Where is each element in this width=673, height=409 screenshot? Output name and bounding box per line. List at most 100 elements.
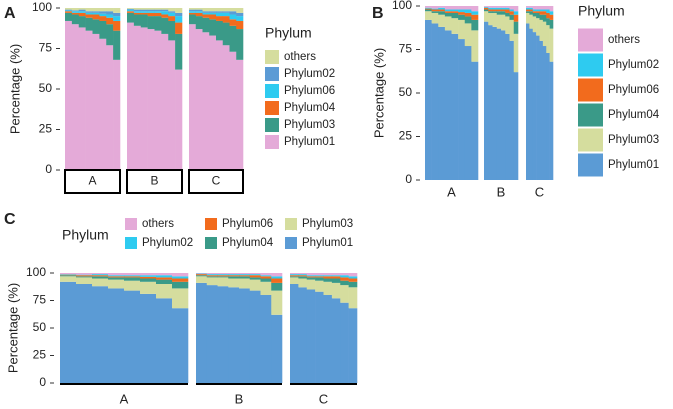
legend-label: others (284, 51, 316, 63)
bar-segment (526, 12, 530, 24)
bar-segment (331, 282, 341, 299)
bar-segment (532, 11, 537, 13)
bar-segment (539, 9, 544, 12)
bar-segment (298, 287, 308, 383)
bar-segment (323, 295, 333, 383)
bar-segment (71, 8, 80, 11)
bar-segment (228, 275, 240, 277)
bar-segment (76, 274, 93, 276)
bar-segment (484, 9, 489, 12)
legend-swatch (265, 118, 279, 132)
bar-segment (140, 281, 157, 294)
bar-segment (92, 14, 100, 20)
bar-segment (175, 33, 183, 70)
bar-segment (236, 29, 244, 60)
bar-segment (154, 9, 162, 12)
facet-label: B (497, 184, 506, 199)
bar-segment (323, 273, 333, 276)
bar-segment (168, 16, 176, 21)
y-tick-label: 50 (33, 320, 47, 334)
bar-segment (76, 276, 93, 278)
bar-segment (133, 25, 142, 170)
bar-segment (529, 11, 534, 15)
bar-segment (501, 7, 506, 10)
legend-title: Phylum (62, 227, 109, 243)
bar-segment (147, 16, 155, 30)
bar-segment (471, 30, 479, 62)
legend-swatch (578, 78, 603, 102)
legend-label: Phylum06 (608, 84, 659, 96)
facet-label: B (150, 174, 158, 188)
bar-segment (458, 6, 466, 10)
bar-segment (106, 45, 114, 171)
bar-segment (471, 6, 479, 12)
legend-title: Phylum (578, 3, 625, 19)
legend-swatch (285, 218, 297, 230)
bar-segment (172, 281, 189, 289)
facet-label: C (212, 174, 221, 188)
bar-segment (444, 16, 452, 31)
facet-label: B (235, 391, 244, 406)
bar-segment (65, 8, 73, 10)
bar-segment (140, 273, 157, 276)
bar-segment (78, 11, 86, 13)
bar-segment (536, 35, 540, 180)
bar-segment (249, 274, 261, 276)
bar-segment (471, 11, 479, 15)
bar-segment (172, 308, 189, 383)
bar-segment (209, 19, 217, 36)
bar-segment (108, 276, 125, 278)
bar-segment (290, 284, 299, 383)
bar-segment (85, 14, 93, 18)
y-axis-label: Percentage (%) (7, 44, 22, 134)
bar-segment (236, 59, 244, 171)
bar-segment (471, 61, 479, 180)
bar-segment (99, 38, 107, 170)
bar-segment (451, 11, 459, 13)
bar-segment (315, 280, 324, 292)
bar-segment (209, 12, 217, 15)
bar-segment (85, 30, 93, 171)
bar-segment (127, 9, 135, 12)
bar-segment (323, 275, 333, 277)
bar-segment (323, 281, 333, 295)
y-axis-label: Percentage (%) (5, 283, 20, 373)
bar-segment (196, 273, 208, 274)
bar-segment (124, 280, 141, 291)
bar-segment (451, 9, 459, 12)
bar-segment (217, 275, 229, 277)
bar-segment (425, 7, 432, 9)
bar-segment (85, 11, 93, 13)
legend-swatch (125, 218, 137, 230)
bar-segment (189, 11, 197, 13)
bar-segment (206, 277, 218, 286)
bar-segment (464, 23, 472, 47)
bar-segment (425, 11, 432, 20)
bar-segment (202, 14, 210, 18)
bar-segment (239, 274, 251, 276)
bar-segment (106, 11, 114, 15)
bar-segment (99, 16, 107, 21)
bar-segment (206, 275, 218, 277)
bar-segment (78, 9, 86, 12)
bar-segment (228, 278, 240, 288)
bar-segment (108, 279, 125, 289)
bar-segment (438, 11, 446, 15)
bar-segment (290, 275, 299, 277)
bar-segment (505, 33, 510, 181)
legend-label: Phylum04 (284, 102, 336, 114)
bar-segment (154, 30, 162, 171)
bar-segment (444, 30, 452, 180)
bar-segment (216, 12, 224, 17)
bar-segment (161, 17, 169, 34)
bar-segment (542, 14, 547, 22)
legend-label: others (608, 34, 640, 46)
bar-segment (216, 11, 224, 13)
bar-segment (444, 12, 452, 17)
bar-segment (202, 12, 210, 15)
bar-segment (549, 61, 554, 180)
bar-segment (217, 274, 229, 276)
bar-segment (189, 9, 197, 12)
y-tick-label: 25 (39, 122, 53, 136)
